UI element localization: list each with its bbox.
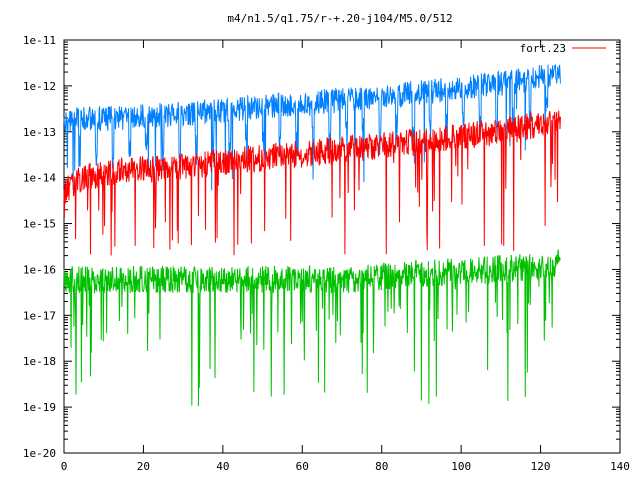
legend-label-fort23: fort.23 xyxy=(520,42,566,55)
y-tick-label: 1e-13 xyxy=(23,126,56,139)
x-tick-label: 20 xyxy=(137,460,150,473)
x-tick-label: 140 xyxy=(610,460,630,473)
x-tick-label: 100 xyxy=(451,460,471,473)
y-tick-label: 1e-14 xyxy=(23,172,56,185)
chart-title: m4/n1.5/q1.75/r-+.20-j104/M5.0/512 xyxy=(227,12,452,25)
y-axis: 1e-20 1e-19 1e-18 1e-17 1e-16 1e-15 1e-14 1e-13… xyxy=(23,34,620,460)
series-green xyxy=(63,249,561,407)
y-tick-label: 1e-12 xyxy=(23,80,56,93)
series-layer xyxy=(63,64,561,407)
x-tick-label: 80 xyxy=(375,460,388,473)
y-tick-label: 1e-19 xyxy=(23,401,56,414)
x-tick-label: 40 xyxy=(216,460,229,473)
x-tick-label: 60 xyxy=(296,460,309,473)
y-tick-label: 1e-20 xyxy=(23,447,56,460)
y-tick-label: 1e-17 xyxy=(23,309,56,322)
series-fort23 xyxy=(63,110,561,256)
legend: fort.23 xyxy=(520,42,606,55)
x-tick-label: 120 xyxy=(531,460,551,473)
y-tick-label: 1e-15 xyxy=(23,218,56,231)
series-blue xyxy=(63,64,561,191)
y-tick-label: 1e-18 xyxy=(23,355,56,368)
x-axis: 0 20 40 60 80 100 120 140 xyxy=(61,40,630,473)
x-tick-label: 0 xyxy=(61,460,68,473)
y-tick-label: 1e-16 xyxy=(23,263,56,276)
y-tick-label: 1e-11 xyxy=(23,34,56,47)
plot-frame xyxy=(63,39,621,454)
